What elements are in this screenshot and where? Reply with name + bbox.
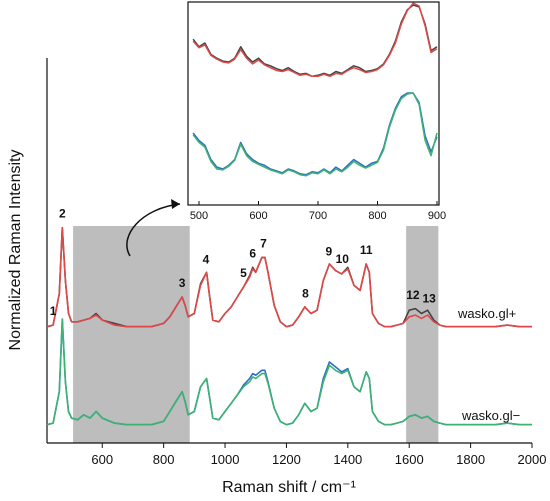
spectra-lines xyxy=(46,226,532,426)
spectrum-line-group1-series2 xyxy=(46,226,532,328)
x-tick-label-800: 800 xyxy=(153,452,175,467)
peak-label-11: 11 xyxy=(360,243,373,257)
inset-x-tick-label-500: 500 xyxy=(190,210,208,222)
highlight-region-2 xyxy=(406,226,439,443)
x-tick-label-1800: 1800 xyxy=(456,452,485,467)
inset-plot: 500 600 700 800 900 xyxy=(187,1,446,222)
peak-label-3: 3 xyxy=(179,276,186,290)
inset-x-tick-label-800: 800 xyxy=(368,210,386,222)
inset-x-axis-ticks: 500 600 700 800 900 xyxy=(190,201,446,222)
peak-label-2: 2 xyxy=(59,207,66,221)
peak-label-6: 6 xyxy=(249,246,256,260)
peak-label-4: 4 xyxy=(203,252,210,266)
zoom-arrow xyxy=(126,203,181,257)
zoom-arrow-head xyxy=(171,199,180,209)
x-tick-label-1200: 1200 xyxy=(272,452,301,467)
highlight-region-1 xyxy=(73,226,190,443)
inset-x-tick-label-700: 700 xyxy=(309,210,327,222)
y-axis-title: Normalized Raman Intensity xyxy=(7,150,24,351)
x-tick-label-1000: 1000 xyxy=(211,452,240,467)
peak-label-12: 12 xyxy=(406,288,420,302)
highlight-regions xyxy=(73,226,439,443)
x-axis-title: Raman shift / cm⁻¹ xyxy=(222,479,356,496)
peak-label-1: 1 xyxy=(50,304,57,318)
x-axis-ticks: 600 800 1000 1200 1400 1600 1800 2000 xyxy=(91,443,546,467)
x-tick-label-2000: 2000 xyxy=(518,452,547,467)
x-tick-label-600: 600 xyxy=(91,452,113,467)
spectrum-line-group2-series2 xyxy=(46,318,532,426)
peak-label-5: 5 xyxy=(240,266,247,280)
series-label-wasko-gl-plus: wasko.gl+ xyxy=(457,306,516,321)
inset-line-group2-series2 xyxy=(192,92,438,177)
x-tick-label-1400: 1400 xyxy=(333,452,362,467)
series-label-wasko-gl-minus: wasko.gl− xyxy=(461,408,520,423)
inset-spectra-lines xyxy=(192,2,438,177)
peak-label-9: 9 xyxy=(325,245,332,259)
peak-label-7: 7 xyxy=(260,236,267,250)
peak-label-13: 13 xyxy=(422,292,436,306)
inset-frame xyxy=(187,1,440,206)
inset-x-tick-label-600: 600 xyxy=(249,210,267,222)
main-plot: 600 800 1000 1200 1400 1600 1800 2000 123456789… xyxy=(7,58,546,496)
x-tick-label-1600: 1600 xyxy=(395,452,424,467)
peak-label-8: 8 xyxy=(302,287,309,301)
peak-label-10: 10 xyxy=(336,252,350,266)
inset-line-group1-series2 xyxy=(192,2,438,78)
inset-x-tick-label-900: 900 xyxy=(428,210,446,222)
